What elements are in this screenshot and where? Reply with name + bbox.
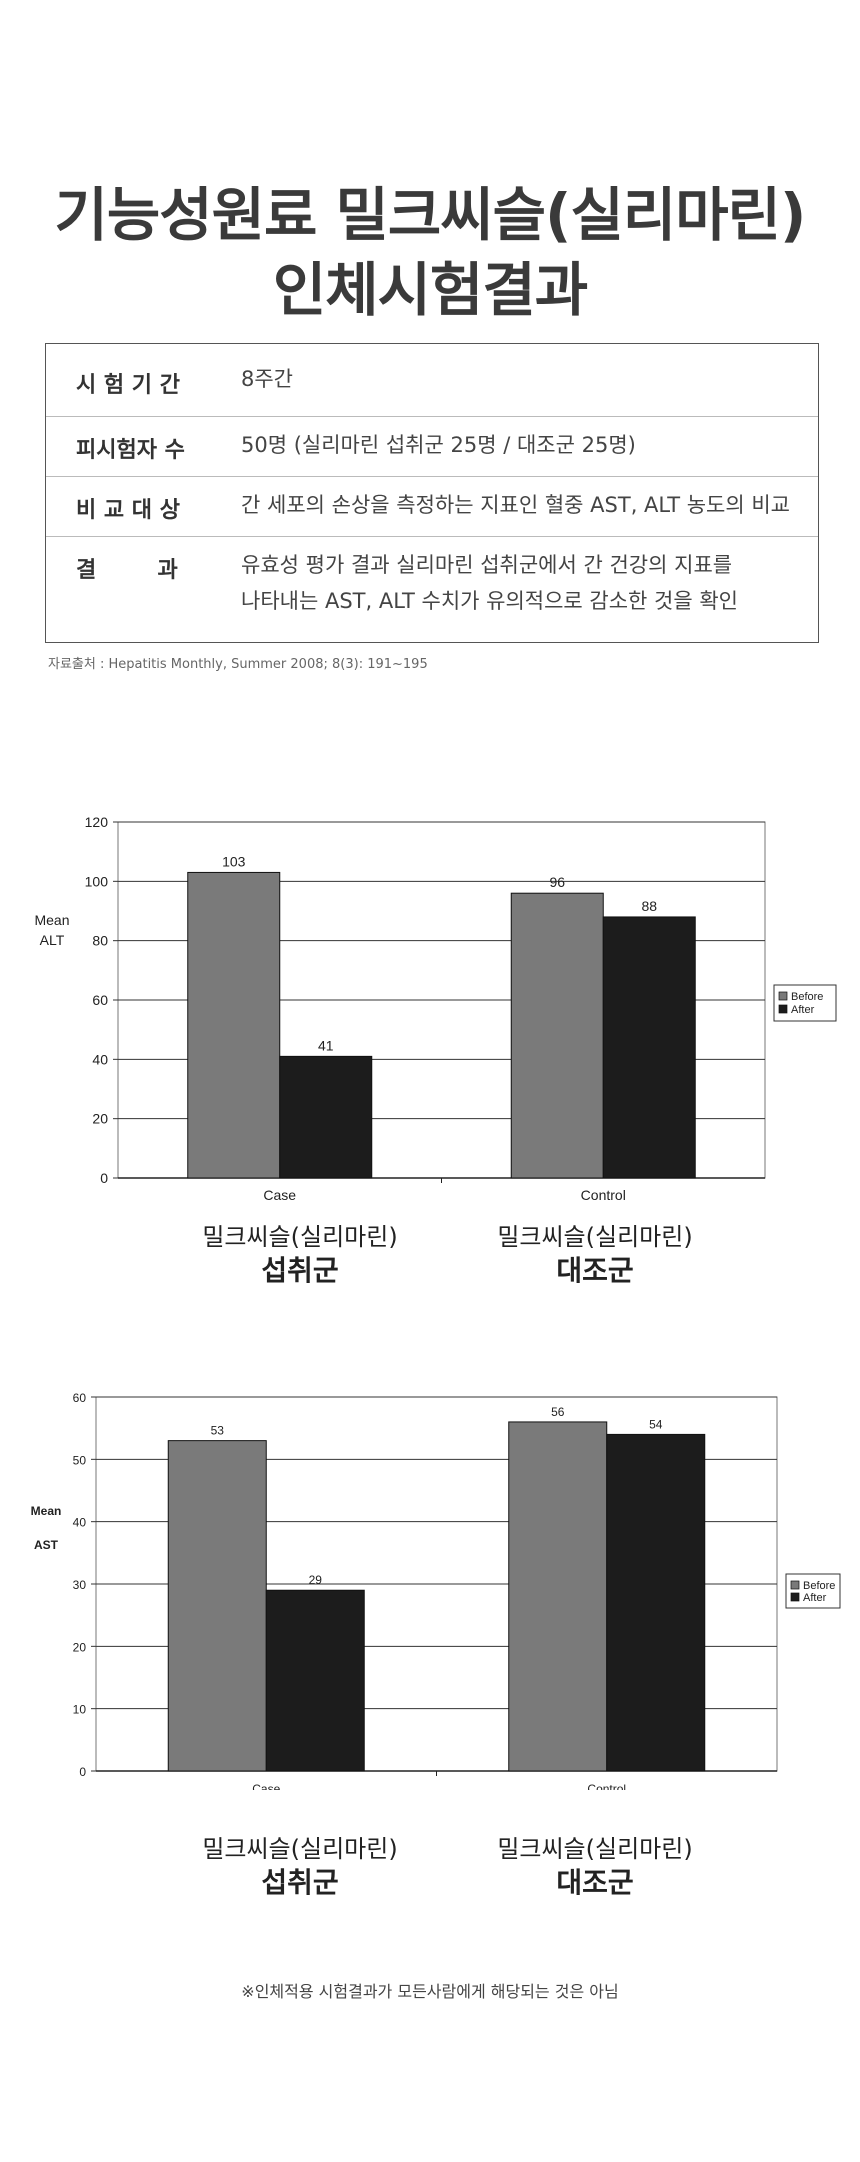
group-label-line2: 섭취군 [261,1866,339,1899]
data-label: 96 [549,874,565,890]
data-label: 56 [551,1405,565,1419]
group-label-case: 밀크씨슬(실리마린) 섭취군 [170,1832,430,1900]
bar-before [167,1440,267,1772]
info-value: 나타내는 AST, ALT 수치가 유의적으로 감소한 것을 확인 [241,589,739,613]
y-tick-label: 20 [92,1111,108,1127]
footnote: ※인체적용 시험결과가 모든사람에게 해당되는 것은 아님 [241,1982,619,2001]
test-info-table: 시 험 기 간 8주간 피시험자 수 50명 (실리마린 섭취군 25명 / 대… [45,343,819,643]
data-label: 29 [309,1573,323,1587]
legend-label: Before [803,1580,835,1592]
x-tick-label: Control [581,1187,626,1203]
y-axis-label-line1: Mean [34,912,69,928]
bar-before [508,1421,608,1772]
bar-before [510,892,604,1179]
x-tick-label: Control [587,1782,626,1790]
data-label: 54 [649,1417,663,1431]
y-tick-label: 60 [92,992,108,1008]
y-tick-label: 10 [73,1703,87,1717]
ast-bar-chart: 0 10 20 30 40 50 60 53 29 Case 56 54 Control Mean AST B… [31,1391,841,1790]
y-tick-label: 50 [73,1453,87,1467]
data-label: 41 [318,1037,334,1053]
group-label-line2: 대조군 [556,1866,634,1899]
y-tick-label: 80 [92,933,108,949]
info-label: 비 교 대 상 [76,498,180,523]
bar-after [279,1055,373,1179]
page-title: 기능성원료 밀크씨슬(실리마린) [54,181,807,249]
y-axis-label-line2: AST [34,1538,59,1552]
group-label-line2: 섭취군 [261,1254,339,1287]
legend-swatch [790,1580,800,1590]
y-tick-label: 30 [73,1578,87,1592]
x-tick-label: Case [252,1782,280,1790]
y-tick-label: 40 [73,1516,87,1530]
group-label-line1: 밀크씨슬(실리마린) [497,1223,693,1251]
legend-swatch [778,1004,788,1014]
info-row-period: 시 험 기 간 8주간 [46,344,818,416]
data-label: 103 [222,853,246,869]
info-value: 유효성 평가 결과 실리마린 섭취군에서 간 건강의 지표를 [241,553,733,577]
source-citation: 자료출처 : Hepatitis Monthly, Summer 2008; 8… [48,657,428,672]
info-value: 간 세포의 손상을 측정하는 지표인 혈중 AST, ALT 농도의 비교 [241,493,790,517]
bar-after [602,916,696,1179]
bar-after [265,1589,365,1772]
x-tick-label: Case [263,1187,296,1203]
row-divider [46,536,818,537]
info-row-comparison: 비 교 대 상 간 세포의 손상을 측정하는 지표인 혈중 AST, ALT 농… [46,476,818,536]
data-label: 88 [641,898,657,914]
data-label: 53 [211,1424,225,1438]
legend-label: Before [791,991,823,1003]
page-subtitle: 인체시험결과 [272,256,588,324]
group-label-control: 밀크씨슬(실리마린) 대조군 [465,1832,725,1900]
row-divider [46,476,818,477]
info-row-subjects: 피시험자 수 50명 (실리마린 섭취군 25명 / 대조군 25명) [46,416,818,476]
info-label: 피시험자 수 [76,438,185,463]
legend-swatch [778,991,788,1001]
info-row-result: 결 과 유효성 평가 결과 실리마린 섭취군에서 간 건강의 지표를 나타내는 … [46,536,818,642]
row-divider [46,416,818,417]
group-label-line1: 밀크씨슬(실리마린) [497,1835,693,1863]
info-label: 결 과 [76,558,178,583]
bar-after [606,1433,706,1772]
legend-box [785,1573,841,1609]
y-tick-label: 0 [79,1765,86,1779]
y-axis-label-line1: Mean [31,1504,62,1518]
info-value: 8주간 [241,367,294,391]
y-tick-label: 120 [85,814,109,830]
y-tick-label: 0 [100,1170,108,1186]
y-axis-label-line2: ALT [40,932,65,948]
y-tick-label: 20 [73,1640,87,1654]
info-value: 50명 (실리마린 섭취군 25명 / 대조군 25명) [241,433,636,457]
group-label-case: 밀크씨슬(실리마린) 섭취군 [170,1220,430,1288]
group-label-control: 밀크씨슬(실리마린) 대조군 [465,1220,725,1288]
legend-box [773,984,837,1022]
bar-before [187,871,281,1179]
y-tick-label: 60 [73,1391,87,1405]
legend-label: After [803,1592,827,1604]
legend-swatch [790,1592,800,1602]
group-label-line1: 밀크씨슬(실리마린) [202,1835,398,1863]
info-label: 시 험 기 간 [76,373,180,398]
alt-bar-chart: 0 20 40 60 80 100 120 103 41 Case 96 88 Control Mean A… [34,814,837,1203]
group-label-line2: 대조군 [556,1254,634,1287]
y-tick-label: 100 [85,873,109,889]
y-tick-label: 40 [92,1051,108,1067]
legend-label: After [791,1004,815,1016]
group-label-line1: 밀크씨슬(실리마린) [202,1223,398,1251]
